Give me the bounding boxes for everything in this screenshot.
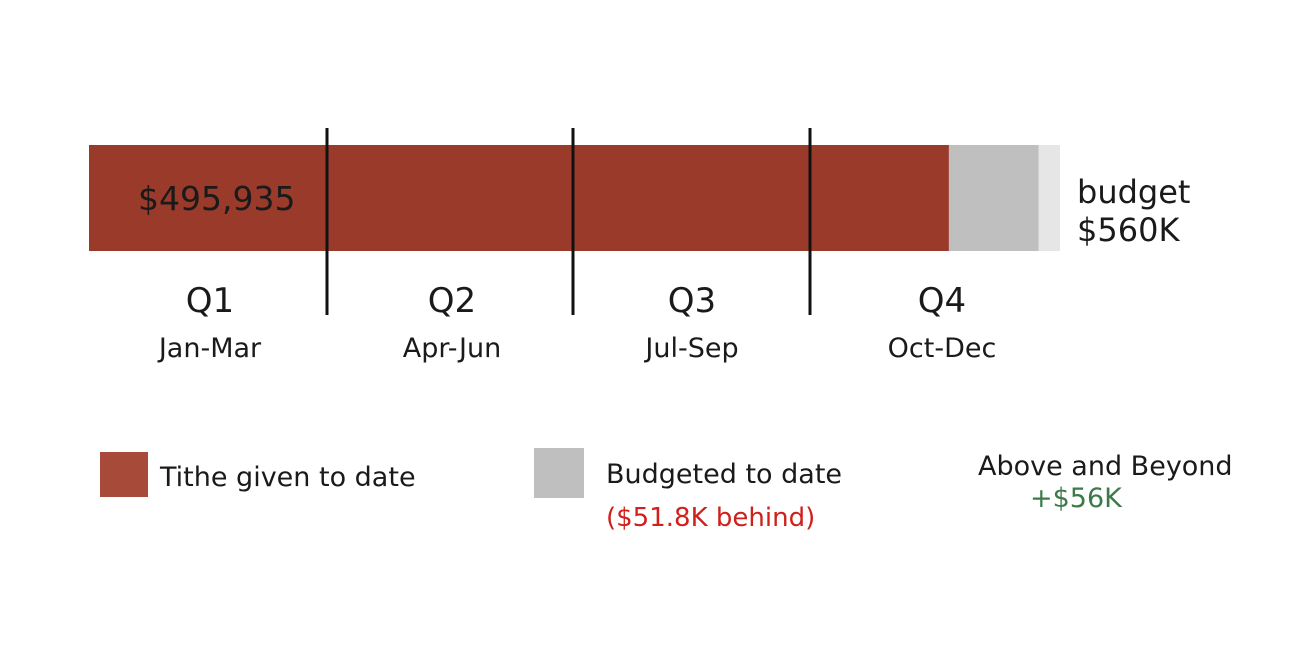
legend-label-budgeted: Budgeted to date [606, 459, 843, 490]
quarter-months-1: Jan-Mar [157, 333, 262, 364]
legend-swatch-tithe [100, 452, 148, 497]
quarter-label-3: Q3 [668, 281, 716, 321]
quarter-months-4: Oct-Dec [888, 333, 997, 364]
total-value-label: $495,935 [138, 179, 295, 218]
bar-segment-2 [1038, 145, 1060, 251]
quarter-label-1: Q1 [186, 281, 234, 321]
above-and-beyond-label: Above and Beyond [978, 451, 1233, 482]
progress-bar [89, 145, 1060, 251]
legend-label-tithe: Tithe given to date [160, 462, 416, 493]
bar-segment-1 [948, 145, 1039, 251]
legend-behind-amount: ($51.8K behind) [606, 503, 816, 533]
budget-amount-label: $560K [1077, 211, 1180, 249]
quarter-labels: Q1 Jan-Mar Q2 Apr-Jun Q3 Jul-Sep Q4 Oct-Dec [157, 281, 997, 364]
budget-label: budget [1077, 173, 1190, 211]
legend-swatch-budgeted [534, 448, 584, 498]
bar-segment-0 [89, 145, 949, 251]
quarter-label-4: Q4 [918, 281, 966, 321]
quarter-label-2: Q2 [428, 281, 476, 321]
quarter-months-2: Apr-Jun [403, 333, 501, 364]
quarter-months-3: Jul-Sep [643, 333, 738, 364]
above-and-beyond-value: +$56K [1030, 483, 1122, 514]
quarter-dividers [325, 128, 812, 315]
